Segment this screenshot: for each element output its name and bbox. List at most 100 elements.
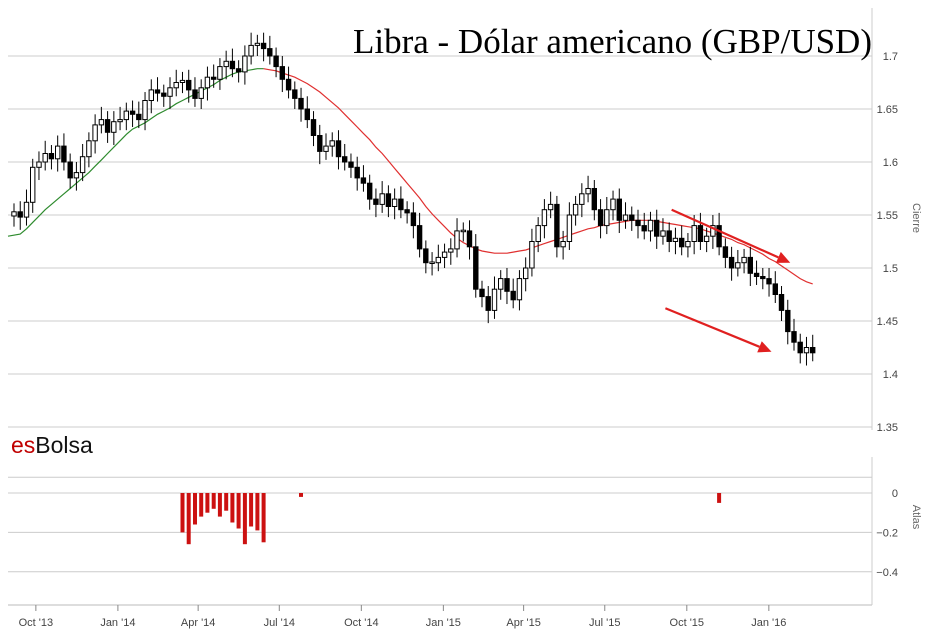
candle-down	[785, 309, 791, 333]
atlas-gridlines	[8, 457, 873, 606]
candle-down	[67, 161, 73, 179]
candle-down	[722, 246, 729, 258]
x-tick-label: Jul '14	[264, 617, 295, 629]
candle-up	[329, 140, 335, 147]
atlas-bar	[242, 493, 247, 545]
candle-down	[342, 156, 348, 163]
candle-down	[591, 188, 597, 211]
candle-up	[541, 209, 548, 227]
candle-up	[323, 145, 329, 152]
candle-down	[354, 166, 360, 179]
candle-up	[441, 251, 448, 258]
brand-logo: esBolsa	[11, 432, 93, 459]
candle-down	[766, 278, 772, 285]
candle-up	[572, 203, 579, 216]
candle-up	[429, 261, 435, 264]
candle-up	[11, 211, 17, 217]
candle-down	[679, 237, 685, 248]
candle-down	[504, 278, 510, 292]
price-tick-label: 1.45	[877, 316, 898, 328]
x-tick-label: Jul '15	[589, 617, 620, 629]
candle-up	[55, 145, 61, 160]
candle-down	[129, 110, 136, 115]
candle-down	[298, 97, 304, 110]
trend-arrow-shaft	[664, 307, 760, 348]
candle-down	[772, 283, 778, 295]
trend-arrows	[664, 208, 791, 353]
candle-up	[92, 124, 98, 142]
candlesticks	[11, 32, 816, 366]
candle-up	[691, 225, 697, 243]
candle-up	[242, 55, 248, 73]
candle-up	[585, 188, 591, 195]
candle-up	[79, 156, 86, 174]
candle-down	[791, 331, 797, 343]
candle-down	[616, 198, 622, 221]
atlas-bar	[193, 493, 197, 525]
candle-up	[111, 121, 117, 133]
candle-up	[23, 201, 30, 218]
price-tick-label: 1.7	[883, 51, 898, 63]
candle-up	[142, 100, 148, 121]
atlas-tick-label: −0.4	[876, 567, 898, 579]
candle-up	[579, 193, 585, 205]
candle-down	[367, 182, 373, 200]
trend-arrow-head	[757, 341, 772, 353]
candle-up	[148, 89, 155, 102]
atlas-tick-label: −0.2	[876, 527, 898, 539]
candle-up	[167, 87, 173, 97]
x-tick-label: Oct '15	[670, 617, 705, 629]
candle-up	[223, 60, 229, 68]
price-tick-label: 1.65	[877, 104, 898, 116]
price-tick-label: 1.6	[883, 157, 898, 169]
candle-up	[179, 79, 186, 84]
candle-up	[204, 76, 211, 89]
candle-down	[423, 248, 429, 264]
x-ticks: Oct '13 Jan '14 Apr '14 Jul '14 Oct '14 Jan '…	[19, 605, 786, 629]
atlas-bar	[261, 493, 266, 543]
moving-average-rising	[7, 68, 264, 237]
x-tick-label: Oct '13	[19, 617, 54, 629]
candle-down	[154, 89, 161, 94]
candle-down	[666, 230, 672, 242]
candle-up	[254, 42, 261, 46]
candle-down	[285, 78, 292, 91]
candle-up	[448, 248, 454, 253]
candle-down	[485, 296, 491, 311]
candle-up	[498, 278, 504, 290]
candle-down	[260, 42, 267, 50]
candle-up	[672, 237, 679, 243]
candle-up	[560, 241, 566, 248]
atlas-bar	[205, 493, 210, 513]
x-tick-label: Jan '15	[426, 617, 461, 629]
candle-up	[529, 241, 535, 269]
candle-down	[753, 272, 760, 277]
x-tick-label: Jan '14	[100, 617, 135, 629]
candle-up	[535, 225, 541, 243]
atlas-bars	[180, 493, 722, 545]
price-tick-label: 1.35	[877, 422, 898, 434]
candle-down	[267, 48, 273, 57]
candle-down	[373, 198, 379, 205]
candle-down	[635, 219, 641, 227]
atlas-bar	[224, 493, 229, 511]
candle-down	[348, 161, 354, 168]
candle-up	[86, 140, 92, 158]
atlas-bar	[186, 493, 191, 545]
candle-up	[460, 229, 467, 233]
candle-up	[710, 225, 716, 237]
candle-down	[810, 347, 816, 354]
candle-down	[235, 68, 242, 73]
candle-up	[803, 347, 810, 354]
price-gridlines	[8, 8, 873, 430]
atlas-tick-label: 0	[892, 488, 898, 500]
candle-down	[778, 294, 785, 311]
candle-up	[435, 256, 442, 264]
atlas-axis-label: Atlas	[910, 505, 922, 530]
candle-down	[304, 108, 311, 121]
candle-down	[479, 288, 485, 298]
candle-up	[703, 235, 710, 242]
atlas-bar	[717, 493, 722, 503]
candle-down	[510, 290, 516, 301]
candle-up	[741, 256, 747, 264]
